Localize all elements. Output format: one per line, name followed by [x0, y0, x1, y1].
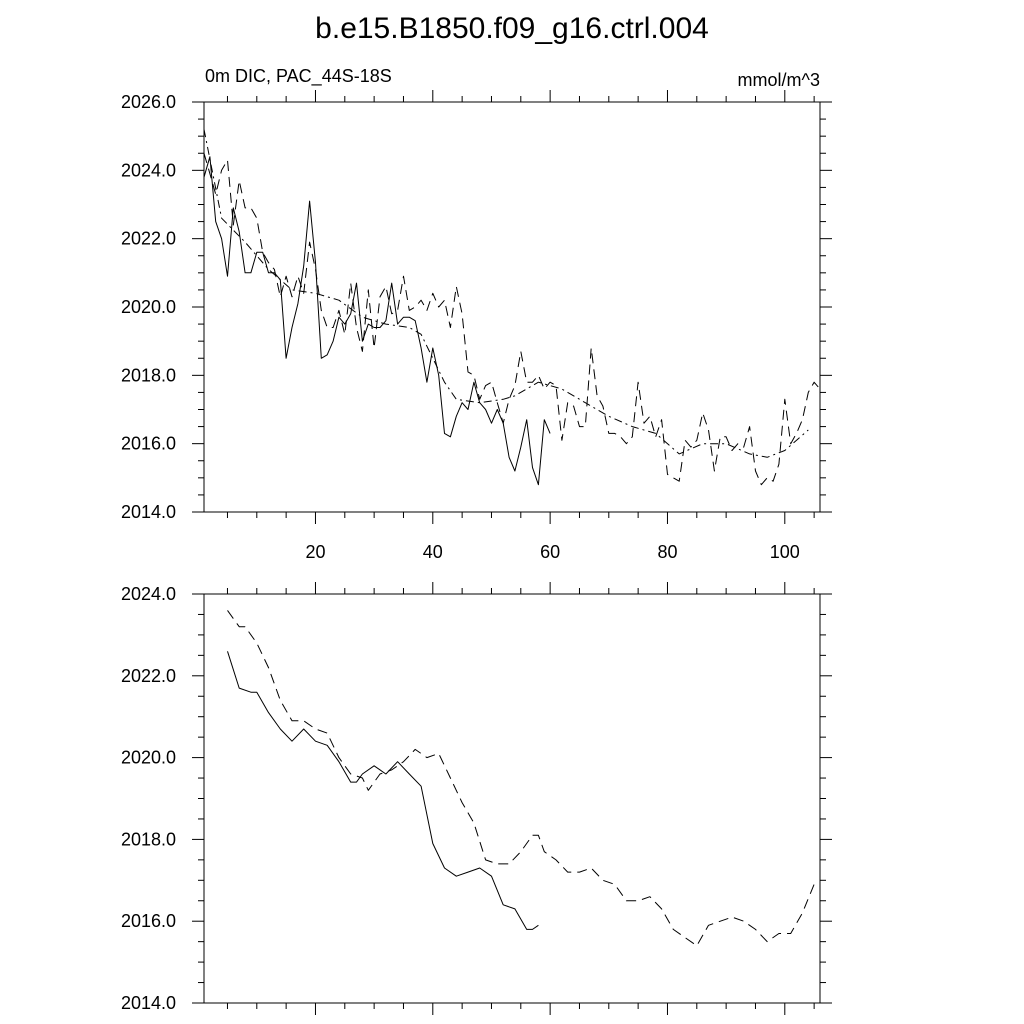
panel1-left-label: 0m DIC, PAC_44S-18S	[205, 66, 392, 87]
y-tick-label: 2022.0	[121, 229, 176, 249]
x-tick-label: 80	[657, 542, 677, 562]
y-tick-label: 2014.0	[121, 502, 176, 522]
x-tick-label: 100	[770, 542, 800, 562]
x-tick-label: 40	[423, 542, 443, 562]
series-line-dashed	[227, 610, 815, 947]
bottom-panel: 2014.0 2016.0 2018.0 2020.0 2022.0 2024.0	[121, 582, 832, 1015]
x-tick-label: 20	[305, 542, 325, 562]
plot-frame	[203, 593, 821, 1004]
chart-title: b.e15.B1850.f09_g16.ctrl.004	[315, 12, 709, 45]
series-line-solid	[203, 156, 551, 486]
top-panel: 20 40 60 80 100 2014.0 2016.0 2018.0 2020.0 2022.…	[121, 90, 832, 562]
y-tick-label: 2018.0	[121, 365, 176, 385]
y-tick-label: 2024.0	[121, 160, 176, 180]
x-tick-label: 60	[540, 542, 560, 562]
series-line-solid	[227, 651, 539, 930]
y-tick-label: 2024.0	[121, 584, 176, 604]
y-tick-label: 2020.0	[121, 297, 176, 317]
panel1-units-label: mmol/m^3	[738, 70, 820, 90]
series-line-dashdot	[203, 129, 809, 458]
y-tick-label: 2020.0	[121, 748, 176, 768]
plot-frame	[203, 101, 821, 513]
y-tick-label: 2016.0	[121, 434, 176, 454]
y-tick-label: 2014.0	[121, 993, 176, 1013]
y-tick-label: 2022.0	[121, 666, 176, 686]
series-line-dashed	[203, 153, 821, 486]
y-tick-label: 2016.0	[121, 911, 176, 931]
y-tick-label: 2026.0	[121, 92, 176, 112]
y-tick-label: 2018.0	[121, 829, 176, 849]
